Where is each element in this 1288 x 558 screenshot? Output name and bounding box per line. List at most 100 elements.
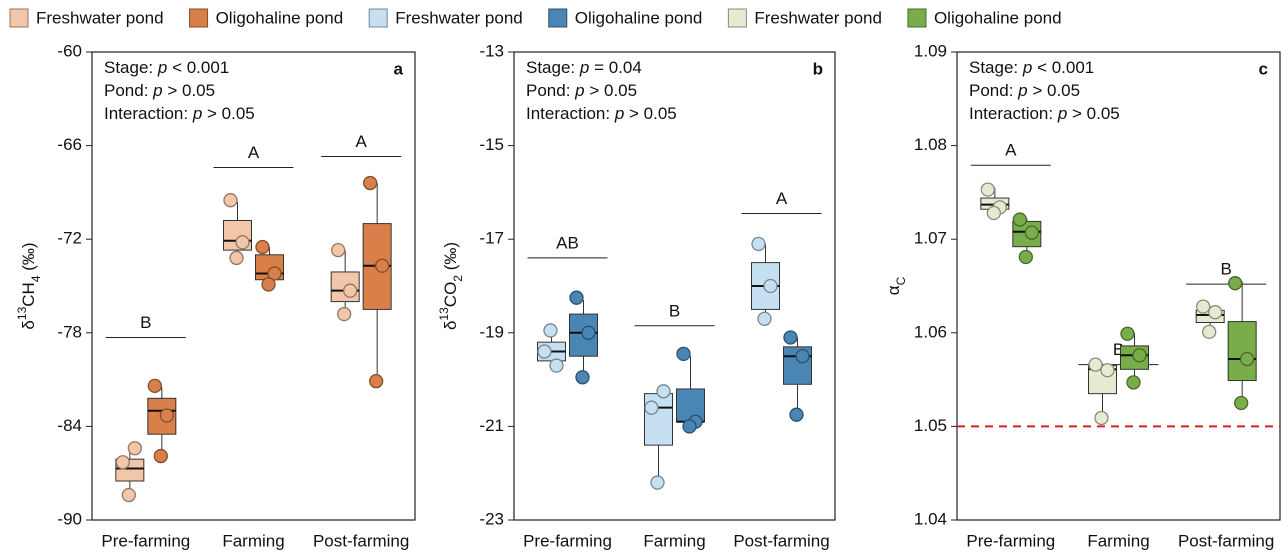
data-point — [261, 277, 276, 292]
y-tick-label: 1.09 — [914, 41, 947, 60]
x-tick-label: Pre-farming — [523, 531, 612, 550]
y-tick-label: 1.06 — [914, 322, 947, 341]
data-point — [682, 419, 697, 434]
stat-annotation-part: p — [1057, 104, 1067, 123]
data-point — [1088, 357, 1103, 372]
data-point — [1208, 305, 1223, 320]
data-point — [1240, 351, 1255, 367]
legend-label: Freshwater pond — [754, 8, 882, 27]
significance-letter: A — [776, 189, 788, 208]
data-point — [331, 242, 346, 258]
x-tick-label: Farming — [222, 531, 284, 550]
stat-annotation: Interaction: p > 0.05 — [969, 104, 1120, 123]
y-axis-label-part: CH — [19, 282, 38, 307]
data-point — [153, 448, 168, 464]
significance-letter: B — [1220, 260, 1231, 279]
stat-annotation-part: = 0.04 — [589, 58, 641, 77]
data-point — [1094, 410, 1109, 426]
y-axis-label-part: C — [894, 276, 908, 285]
data-point — [751, 236, 766, 252]
data-point — [656, 384, 671, 399]
plot-frame — [956, 51, 1281, 521]
y-tick-label: -13 — [479, 41, 504, 60]
data-point — [757, 311, 772, 326]
data-point — [1100, 363, 1115, 378]
stat-annotation-part: > 0.05 — [1028, 81, 1080, 100]
data-point — [375, 258, 390, 273]
stat-annotation-part: p — [152, 81, 162, 100]
stat-annotation-part: p — [614, 104, 624, 123]
data-point — [115, 455, 130, 470]
data-point — [543, 323, 558, 338]
x-tick-label: Post-farming — [1178, 531, 1274, 550]
y-tick-label: -19 — [479, 322, 504, 341]
data-point — [121, 487, 136, 503]
legend-label: Oligohaline pond — [575, 8, 703, 27]
stat-annotation-part: < 0.001 — [167, 58, 229, 77]
data-point — [789, 407, 804, 422]
stat-annotation-part: p — [157, 58, 167, 77]
stat-annotation-part: Interaction: — [969, 104, 1058, 123]
stat-annotation-part: > 0.05 — [1067, 104, 1119, 123]
y-tick-label: -72 — [57, 229, 82, 248]
data-point — [343, 283, 358, 298]
y-axis-label-part: (‰) — [19, 242, 38, 275]
stat-annotation: Stage: p < 0.001 — [104, 58, 229, 77]
legend-label: Oligohaline pond — [216, 8, 344, 27]
stat-annotation: Pond: p > 0.05 — [104, 81, 215, 100]
y-axis-label-part: 2 — [451, 275, 465, 282]
data-point — [1234, 395, 1249, 411]
stat-annotation-part: Stage: — [526, 58, 580, 77]
y-axis-label-part: 13 — [15, 306, 29, 320]
stat-annotation-part: Pond: — [969, 81, 1018, 100]
stat-annotation-part: p — [574, 81, 584, 100]
stat-annotation-part: > 0.05 — [202, 104, 254, 123]
y-tick-label: -84 — [57, 416, 82, 435]
plot-frame — [91, 51, 416, 521]
data-point — [644, 400, 659, 415]
stat-annotation-part: > 0.05 — [585, 81, 637, 100]
y-tick-label: -90 — [57, 509, 82, 528]
stat-annotation-part: > 0.05 — [163, 81, 215, 100]
y-tick-label: -17 — [479, 229, 504, 248]
data-point — [763, 278, 778, 294]
legend-swatch — [907, 8, 927, 28]
data-point — [127, 441, 142, 456]
y-axis-label-part: δ — [19, 320, 38, 329]
stat-annotation: Pond: p > 0.05 — [526, 81, 637, 100]
stat-annotation: Stage: p < 0.001 — [969, 58, 1094, 77]
stat-annotation: Interaction: p > 0.05 — [526, 104, 677, 123]
data-point — [986, 205, 1001, 221]
data-point — [783, 330, 798, 345]
data-point — [1120, 326, 1135, 341]
box — [1227, 321, 1257, 382]
data-point — [1202, 324, 1217, 340]
legend-label: Freshwater pond — [395, 8, 523, 27]
x-tick-label: Pre-farming — [966, 531, 1055, 550]
data-point — [235, 235, 250, 250]
data-point — [1018, 249, 1033, 265]
data-point — [1024, 225, 1039, 240]
box — [676, 388, 705, 423]
data-point — [369, 374, 384, 389]
y-axis-label-part: 4 — [29, 275, 43, 282]
y-tick-label: 1.07 — [914, 229, 947, 248]
y-axis-label-part: α — [884, 285, 903, 295]
y-tick-label: -21 — [479, 416, 504, 435]
x-tick-label: Farming — [643, 531, 705, 550]
y-tick-label: -66 — [57, 135, 82, 154]
legend-swatch — [189, 8, 209, 28]
stat-annotation-part: p — [579, 58, 589, 77]
data-point — [159, 408, 174, 423]
y-tick-label: 1.08 — [914, 135, 947, 154]
data-point — [980, 182, 995, 197]
x-tick-label: Farming — [1087, 531, 1149, 550]
stat-annotation-part: Interaction: — [104, 104, 193, 123]
stat-annotation: Interaction: p > 0.05 — [104, 104, 255, 123]
y-axis-label-part: CO — [441, 282, 460, 308]
y-tick-label: 1.04 — [914, 509, 947, 528]
significance-letter: B — [669, 301, 680, 320]
stat-annotation-part: Stage: — [969, 58, 1023, 77]
data-point — [363, 175, 378, 191]
